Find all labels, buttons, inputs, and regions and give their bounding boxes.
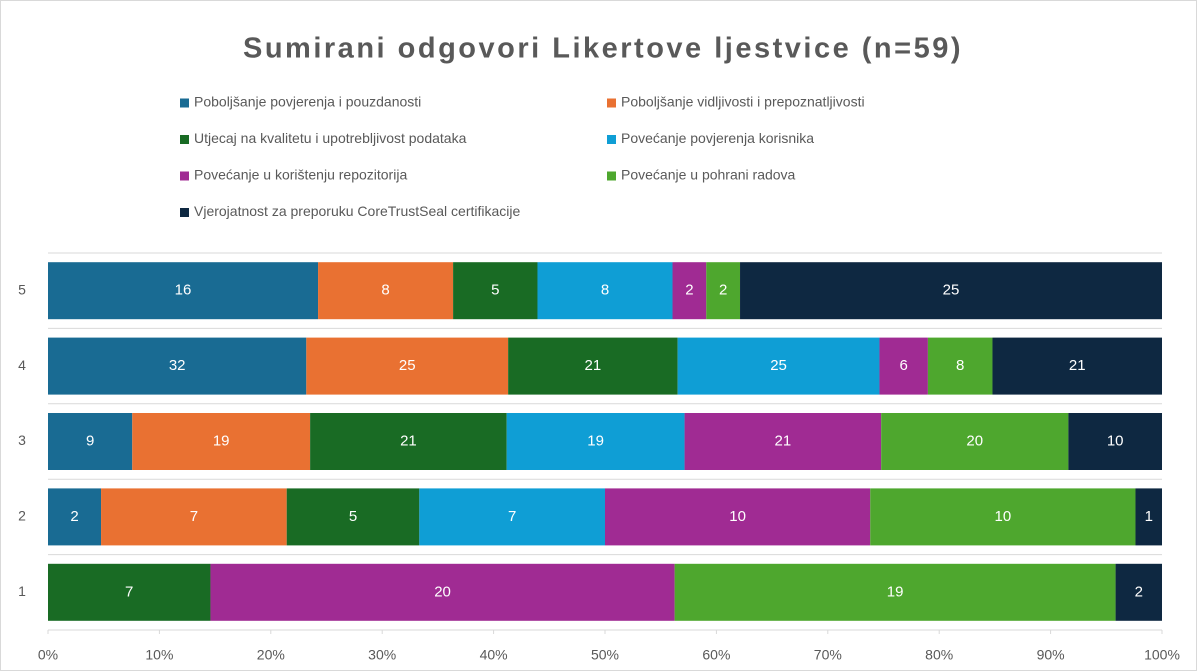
bar-segment xyxy=(48,413,133,470)
value-label: 2 xyxy=(685,282,693,299)
bar-segment xyxy=(101,488,287,546)
bar-segment xyxy=(286,488,420,546)
legend-swatch xyxy=(607,171,616,181)
bar-segment xyxy=(672,262,707,320)
value-label: 21 xyxy=(400,432,417,449)
x-tick-label: 20% xyxy=(257,647,285,663)
x-tick-label: 10% xyxy=(145,647,173,663)
bar-segment xyxy=(48,262,319,320)
bar-segment xyxy=(506,413,685,470)
value-label: 9 xyxy=(86,432,94,449)
bar-segment xyxy=(48,563,211,621)
bar-segment xyxy=(48,488,102,546)
bar-segment xyxy=(1135,488,1162,546)
legend-swatch xyxy=(607,135,616,144)
bar-segment xyxy=(132,413,311,470)
legend-swatch xyxy=(607,98,616,108)
value-label: 21 xyxy=(585,357,602,374)
legend-label: Povećanje u pohrani radova xyxy=(621,167,796,183)
bar-segment xyxy=(706,262,741,320)
bar-segment xyxy=(674,563,1116,621)
value-label: 19 xyxy=(887,583,904,600)
bar-segment xyxy=(453,262,538,320)
legend-label: Utjecaj na kvalitetu i upotrebljivost po… xyxy=(194,130,467,146)
bar-segment xyxy=(879,337,928,395)
value-label: 25 xyxy=(770,357,787,374)
value-label: 25 xyxy=(399,357,416,374)
value-label: 7 xyxy=(125,583,133,600)
x-tick-label: 40% xyxy=(480,647,508,663)
value-label: 6 xyxy=(900,357,908,374)
bar-segment xyxy=(537,262,673,320)
value-label: 8 xyxy=(601,282,609,299)
legend-label: Poboljšanje vidljivosti i prepoznatljivo… xyxy=(621,94,865,110)
legend-swatch xyxy=(180,135,189,144)
x-tick-label: 60% xyxy=(702,647,730,663)
bar-segment xyxy=(677,337,880,395)
value-label: 2 xyxy=(1135,583,1143,600)
bar-segment xyxy=(48,337,307,395)
bar-segment xyxy=(318,262,454,320)
value-label: 10 xyxy=(1107,432,1124,449)
x-tick-label: 100% xyxy=(1144,647,1180,663)
bar-segment xyxy=(881,413,1069,470)
bar-segment xyxy=(1068,413,1162,470)
value-label: 2 xyxy=(70,508,78,525)
bar-segment xyxy=(992,337,1162,395)
y-tick-label: 2 xyxy=(18,508,26,524)
y-tick-label: 5 xyxy=(18,281,26,297)
value-label: 1 xyxy=(1145,508,1153,525)
value-label: 20 xyxy=(966,432,983,449)
x-tick-label: 80% xyxy=(925,647,953,663)
y-tick-label: 1 xyxy=(18,583,26,599)
legend-label: Povećanje u korištenju repozitorija xyxy=(194,167,407,183)
bar-segment xyxy=(508,337,678,395)
x-tick-label: 90% xyxy=(1037,647,1065,663)
value-label: 21 xyxy=(775,432,792,449)
value-label: 7 xyxy=(508,508,516,525)
value-label: 10 xyxy=(995,508,1012,525)
legend-swatch xyxy=(180,98,189,108)
value-label: 7 xyxy=(190,508,198,525)
x-tick-label: 0% xyxy=(38,647,58,663)
value-label: 19 xyxy=(587,432,604,449)
value-label: 5 xyxy=(491,282,499,299)
bar-segment xyxy=(927,337,993,395)
bar-segment xyxy=(306,337,509,395)
bar-segment xyxy=(605,488,871,546)
x-tick-label: 50% xyxy=(591,647,619,663)
legend-label: Vjerojatnost za preporuku CoreTrustSeal … xyxy=(194,203,521,219)
bar-segment xyxy=(740,262,1162,320)
value-label: 8 xyxy=(381,282,389,299)
y-tick-label: 3 xyxy=(18,432,26,448)
bar-segment xyxy=(870,488,1136,546)
value-label: 20 xyxy=(434,583,451,600)
value-label: 8 xyxy=(956,357,964,374)
legend-swatch xyxy=(180,208,189,217)
x-tick-label: 30% xyxy=(368,647,396,663)
value-label: 2 xyxy=(719,282,727,299)
value-label: 19 xyxy=(213,432,230,449)
y-tick-label: 4 xyxy=(18,357,26,373)
value-label: 16 xyxy=(175,282,192,299)
value-label: 21 xyxy=(1069,357,1086,374)
chart-title: Sumirani odgovori Likertove ljestvice (n… xyxy=(243,33,963,65)
value-label: 5 xyxy=(349,508,357,525)
legend-label: Povećanje povjerenja korisnika xyxy=(621,130,814,146)
x-tick-label: 70% xyxy=(814,647,842,663)
bar-segment xyxy=(684,413,882,470)
bar-segment xyxy=(1115,563,1162,621)
value-label: 25 xyxy=(943,282,960,299)
bar-segment xyxy=(419,488,605,546)
legend-label: Poboljšanje povjerenja i pouzdanosti xyxy=(194,94,421,110)
bar-segment xyxy=(310,413,507,470)
value-label: 10 xyxy=(729,508,746,525)
value-label: 32 xyxy=(169,357,186,374)
bar-segment xyxy=(210,563,675,621)
legend-swatch xyxy=(180,171,189,181)
